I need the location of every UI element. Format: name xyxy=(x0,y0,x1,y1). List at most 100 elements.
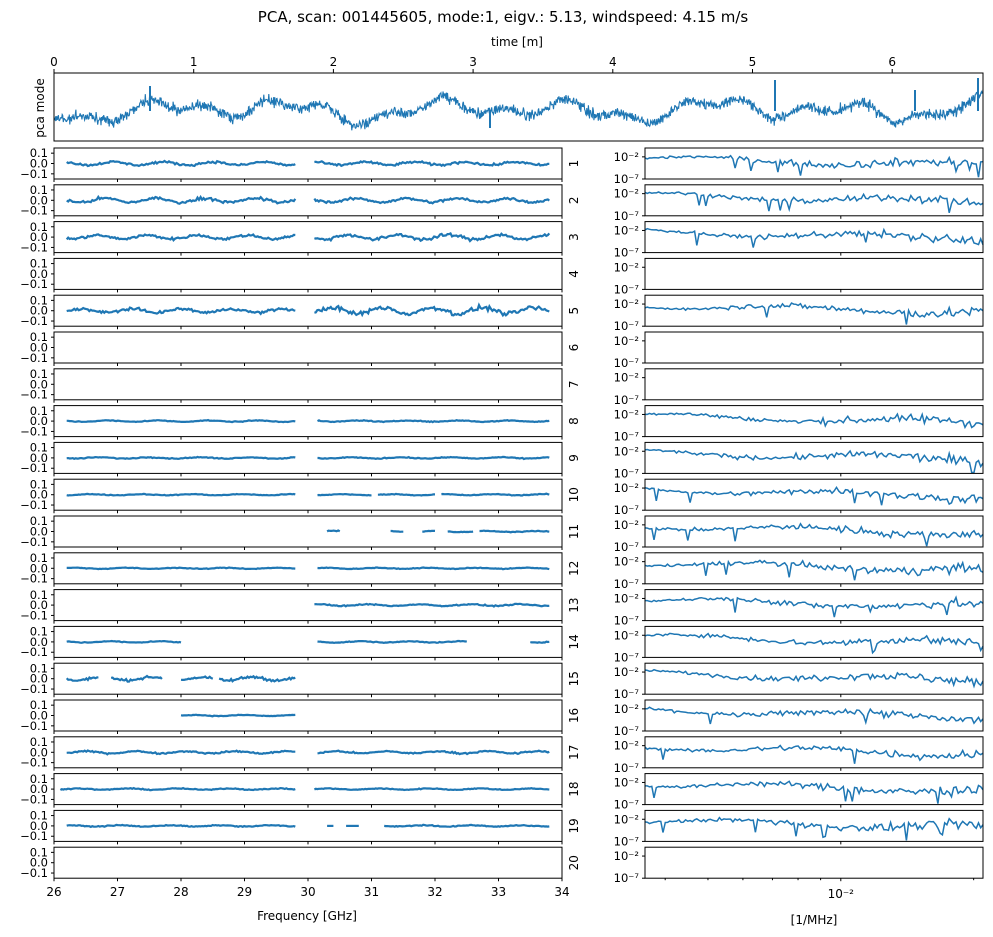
spec-panel-frame-15 xyxy=(644,662,984,695)
spec-panel-frame-5 xyxy=(644,294,984,327)
freq-plot-area-7 xyxy=(54,368,562,400)
pca-mode-series xyxy=(53,89,984,131)
feed-label-12: 12 xyxy=(567,561,581,576)
feed-14-segment xyxy=(66,639,182,644)
feed-11-segment xyxy=(479,529,550,534)
spec-plot-area-1 xyxy=(645,148,983,179)
spec-plot-area-6 xyxy=(645,332,983,363)
feed-13-segment xyxy=(314,602,550,608)
feed-10-segment xyxy=(66,492,296,497)
freq-ytick-label: −0.1 xyxy=(20,388,48,402)
freq-ytick-label: −0.1 xyxy=(20,424,48,438)
spec-ytick-label: 10⁻⁷ xyxy=(614,871,640,885)
feed-11-segment xyxy=(422,529,436,533)
feed-label-10: 10 xyxy=(567,487,581,502)
feed-8-segment xyxy=(66,418,296,424)
spec-ytick-label: 10⁻² xyxy=(614,628,639,642)
spec-panel-frame-20 xyxy=(644,846,984,879)
spec-panel-frame-17 xyxy=(644,736,984,769)
spec-panel-frame-7 xyxy=(644,368,984,401)
spec-ytick-label: 10⁻⁷ xyxy=(614,503,640,517)
freq-ytick-label: 0.1 xyxy=(30,330,48,344)
freq-ytick-label: −0.1 xyxy=(20,719,48,733)
feed-15-segment xyxy=(110,674,163,683)
spec-ytick-label: 10⁻⁷ xyxy=(614,430,640,444)
feed-5-segment xyxy=(314,302,550,318)
feed-14-segment xyxy=(530,640,550,644)
freq-ytick-label: 0.1 xyxy=(30,845,48,859)
spec-plot-area-7 xyxy=(645,368,983,400)
spec-ytick-label: 10⁻² xyxy=(614,297,639,311)
top-xtick-label: 2 xyxy=(330,55,338,69)
top-xtick-label: 4 xyxy=(609,55,617,69)
top-ylabel: pca mode xyxy=(33,78,47,137)
spec-ytick-label: 10⁻⁷ xyxy=(614,246,640,260)
freq-plot-area-5 xyxy=(54,295,562,327)
freq-ytick-label: 0.0 xyxy=(30,451,48,465)
feed-9-segment xyxy=(66,455,296,461)
freq-ytick-label: 0.0 xyxy=(30,193,48,207)
freq-ytick-label: −0.1 xyxy=(20,498,48,512)
feed-19-segment xyxy=(66,823,296,829)
spec-plot-area-17 xyxy=(645,736,983,768)
freq-ytick-label: 0.1 xyxy=(30,514,48,528)
feed-label-13: 13 xyxy=(567,597,581,612)
feed-label-9: 9 xyxy=(567,454,581,462)
top-xtick-label: 5 xyxy=(749,55,757,69)
spec-panel-frame-4 xyxy=(644,257,984,290)
feed-label-20: 20 xyxy=(567,855,581,870)
feed-15-segment xyxy=(218,674,296,683)
feed-1-segment xyxy=(314,160,550,168)
spec-panel-frame-13 xyxy=(644,589,984,622)
spec-ytick-label: 10⁻⁷ xyxy=(614,724,640,738)
spec-panel-frame-14 xyxy=(644,625,984,658)
freq-ytick-label: 0.0 xyxy=(30,341,48,355)
freq-plot-area-2 xyxy=(54,184,562,216)
spec-ytick-label: 10⁻² xyxy=(614,481,639,495)
feed-8-segment xyxy=(317,419,550,424)
spec-ytick-label: 10⁻⁷ xyxy=(614,650,640,664)
spec-ytick-label: 10⁻² xyxy=(614,444,639,458)
feed-11-segment xyxy=(390,529,404,533)
feed-label-2: 2 xyxy=(567,196,581,204)
feed-5-segment xyxy=(66,306,296,316)
feed-9-spectrum xyxy=(644,448,984,474)
freq-ytick-label: 0.0 xyxy=(30,709,48,723)
freq-ytick-label: 0.0 xyxy=(30,377,48,391)
feed-1-spectrum xyxy=(644,154,984,178)
spec-ytick-label: 10⁻² xyxy=(614,739,639,753)
spec-ytick-label: 10⁻⁷ xyxy=(614,356,640,370)
freq-ytick-label: −0.1 xyxy=(20,682,48,696)
freq-ytick-label: −0.1 xyxy=(20,167,48,181)
freq-ytick-label: 0.0 xyxy=(30,672,48,686)
spec-panel-frame-10 xyxy=(644,478,984,511)
freq-ytick-label: 0.1 xyxy=(30,588,48,602)
spec-ytick-label: 10⁻² xyxy=(614,591,639,605)
freq-xtick-label: 30 xyxy=(300,885,315,899)
feed-14-segment xyxy=(317,639,467,645)
freq-ytick-label: −0.1 xyxy=(20,572,48,586)
feed-10-segment xyxy=(377,492,435,497)
feed-17-segment xyxy=(66,749,296,756)
spec-ytick-label: 10⁻⁷ xyxy=(614,209,640,223)
feed-11-segment xyxy=(447,530,474,534)
freq-ytick-label: 0.0 xyxy=(30,819,48,833)
feed-15-spectrum xyxy=(644,668,984,689)
spec-panel-frame-16 xyxy=(644,699,984,732)
freq-ytick-label: −0.1 xyxy=(20,866,48,880)
top-xtick-label: 6 xyxy=(888,55,896,69)
spec-ytick-label: 10⁻² xyxy=(614,555,639,569)
spec-panel-frame-11 xyxy=(644,515,984,548)
top-xtick-label: 1 xyxy=(190,55,198,69)
spec-panel-frame-12 xyxy=(644,552,984,585)
freq-plot-area-20 xyxy=(54,847,562,879)
freq-plot-area-4 xyxy=(54,258,562,290)
freq-ytick-label: 0.1 xyxy=(30,735,48,749)
feed-3-spectrum xyxy=(644,227,984,248)
feed-18-segment xyxy=(313,787,550,792)
frequency-panels: 0.10.0−0.110.10.0−0.120.10.0−0.130.10.0−… xyxy=(20,146,581,899)
feed-label-3: 3 xyxy=(567,233,581,241)
spec-panel-frame-19 xyxy=(644,809,984,842)
feed-18-spectrum xyxy=(645,780,984,804)
feed-10-spectrum xyxy=(644,485,984,506)
